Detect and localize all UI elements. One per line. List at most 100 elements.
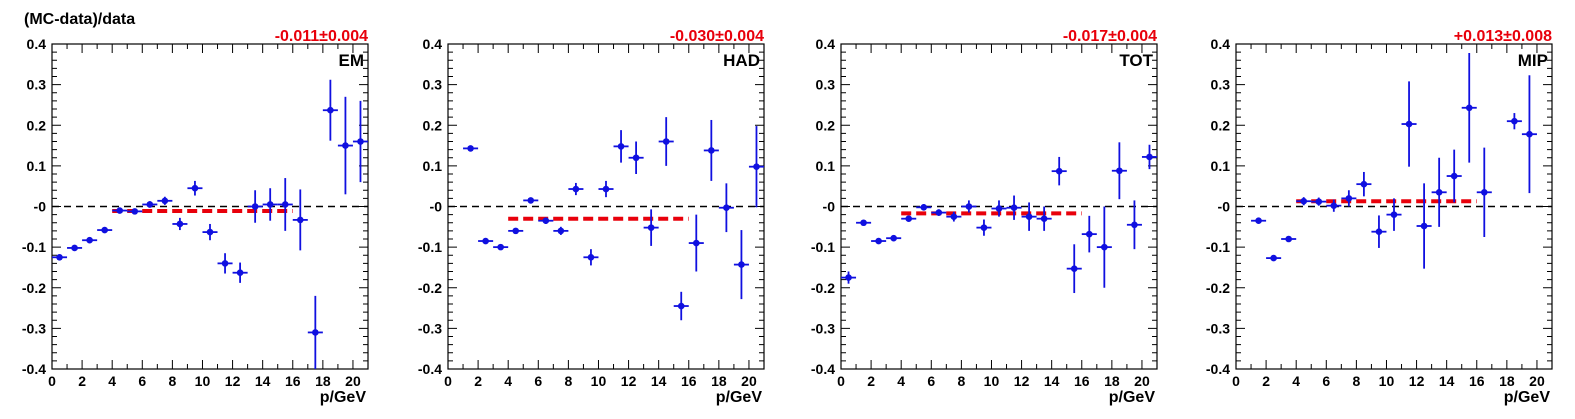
y-tick-label: -0.1 [22,239,46,255]
x-tick-label: 16 [1469,373,1485,389]
y-tick-label: 0.3 [423,77,443,93]
data-point [583,249,599,266]
data-point [718,183,734,233]
data-point [1521,75,1537,194]
marker [357,138,364,145]
marker [692,239,700,247]
data-point [247,190,263,223]
x-tick-label: 4 [108,373,116,389]
data-point [553,226,569,235]
marker [542,217,550,225]
marker [995,205,1003,212]
data-point [1066,244,1082,294]
marker [1040,215,1048,222]
y-tick-label: 0.3 [816,77,836,93]
y-tick-label: 0.1 [423,158,443,174]
y-tick-label: 0.2 [423,117,443,133]
x-axis-title: p/GeV [1504,389,1551,406]
y-tick-label: 0.1 [816,158,836,174]
panel-mip: -0.4 -0.3 -0.2 -0.1 -0 0.1 0.2 0.3 0.4 0 2 4 6 8 10 12 1… [1206,28,1553,406]
y-tick-label: 0.1 [1211,158,1231,174]
fit-result-label: -0.017±0.004 [1063,28,1157,45]
marker [950,213,958,220]
data-point [82,236,98,244]
y-tick-label: -0.4 [1206,361,1230,377]
x-tick-label: 4 [504,373,512,389]
y-tick-label: 0.1 [27,158,47,174]
y-tick-label: -0.2 [811,280,835,296]
x-tick-label: 12 [621,373,637,389]
x-tick-label: 6 [1322,373,1330,389]
y-tick-label: 0.4 [27,36,47,52]
x-tick-label: 16 [1074,373,1090,389]
y-tick-label: -0.2 [1206,280,1230,296]
marker [1055,167,1063,175]
data-point [871,237,887,245]
marker [1025,213,1033,220]
x-tick-label: 20 [1529,373,1545,389]
marker [1511,117,1518,125]
data-point [337,96,353,195]
data-point [1251,217,1267,225]
x-tick-label: 2 [867,373,875,389]
fit-result-label: -0.030±0.004 [670,28,764,45]
marker [131,208,139,215]
x-axis-title: p/GeV [1109,389,1156,406]
x-tick-label: 8 [1352,373,1360,389]
y-tick-label: 0.4 [1211,36,1231,52]
panel-label: EM [339,51,365,70]
marker [1300,197,1308,205]
marker [327,106,334,114]
marker [1526,130,1533,138]
marker [890,234,897,242]
marker [101,226,108,234]
panel-label: MIP [1518,51,1548,70]
x-tick-label: 0 [444,373,452,389]
x-tick-label: 8 [168,373,176,389]
x-tick-label: 8 [564,373,572,389]
marker [1405,120,1413,128]
data-point [1281,235,1297,243]
marker [527,197,535,204]
y-tick-label: -0 [1218,199,1231,215]
marker [296,216,304,224]
data-point [232,262,248,283]
x-tick-label: 6 [534,373,542,389]
marker [1450,172,1458,180]
x-tick-label: 16 [681,373,697,389]
x-tick-label: 14 [651,373,667,389]
marker [1390,211,1398,218]
x-tick-label: 20 [345,373,361,389]
y-axis-title: (MC-data)/data [24,11,135,28]
marker [647,224,655,231]
data-point [1461,52,1477,163]
marker [753,163,760,170]
marker [935,209,943,216]
data-point [463,145,479,152]
data-point [976,219,992,236]
x-tick-label: 16 [285,373,301,389]
x-tick-label: 8 [957,373,965,389]
marker [677,302,685,310]
marker [86,236,93,244]
data-point [598,180,614,198]
marker [1285,235,1292,243]
marker [1010,204,1018,212]
data-point [613,130,629,163]
marker [1101,243,1108,251]
marker [905,215,913,222]
y-tick-label: -0 [34,199,47,215]
marker [920,204,928,211]
y-tick-label: -0 [430,199,443,215]
data-point [1446,149,1462,203]
data-point [1126,200,1142,250]
data-point [112,207,128,214]
marker [1070,265,1078,272]
data-point [1356,171,1372,197]
data-point [478,237,494,245]
y-tick-label: 0.3 [1211,77,1231,93]
marker [221,260,229,267]
data-point [901,215,917,222]
marker [236,269,244,277]
marker [482,237,489,245]
